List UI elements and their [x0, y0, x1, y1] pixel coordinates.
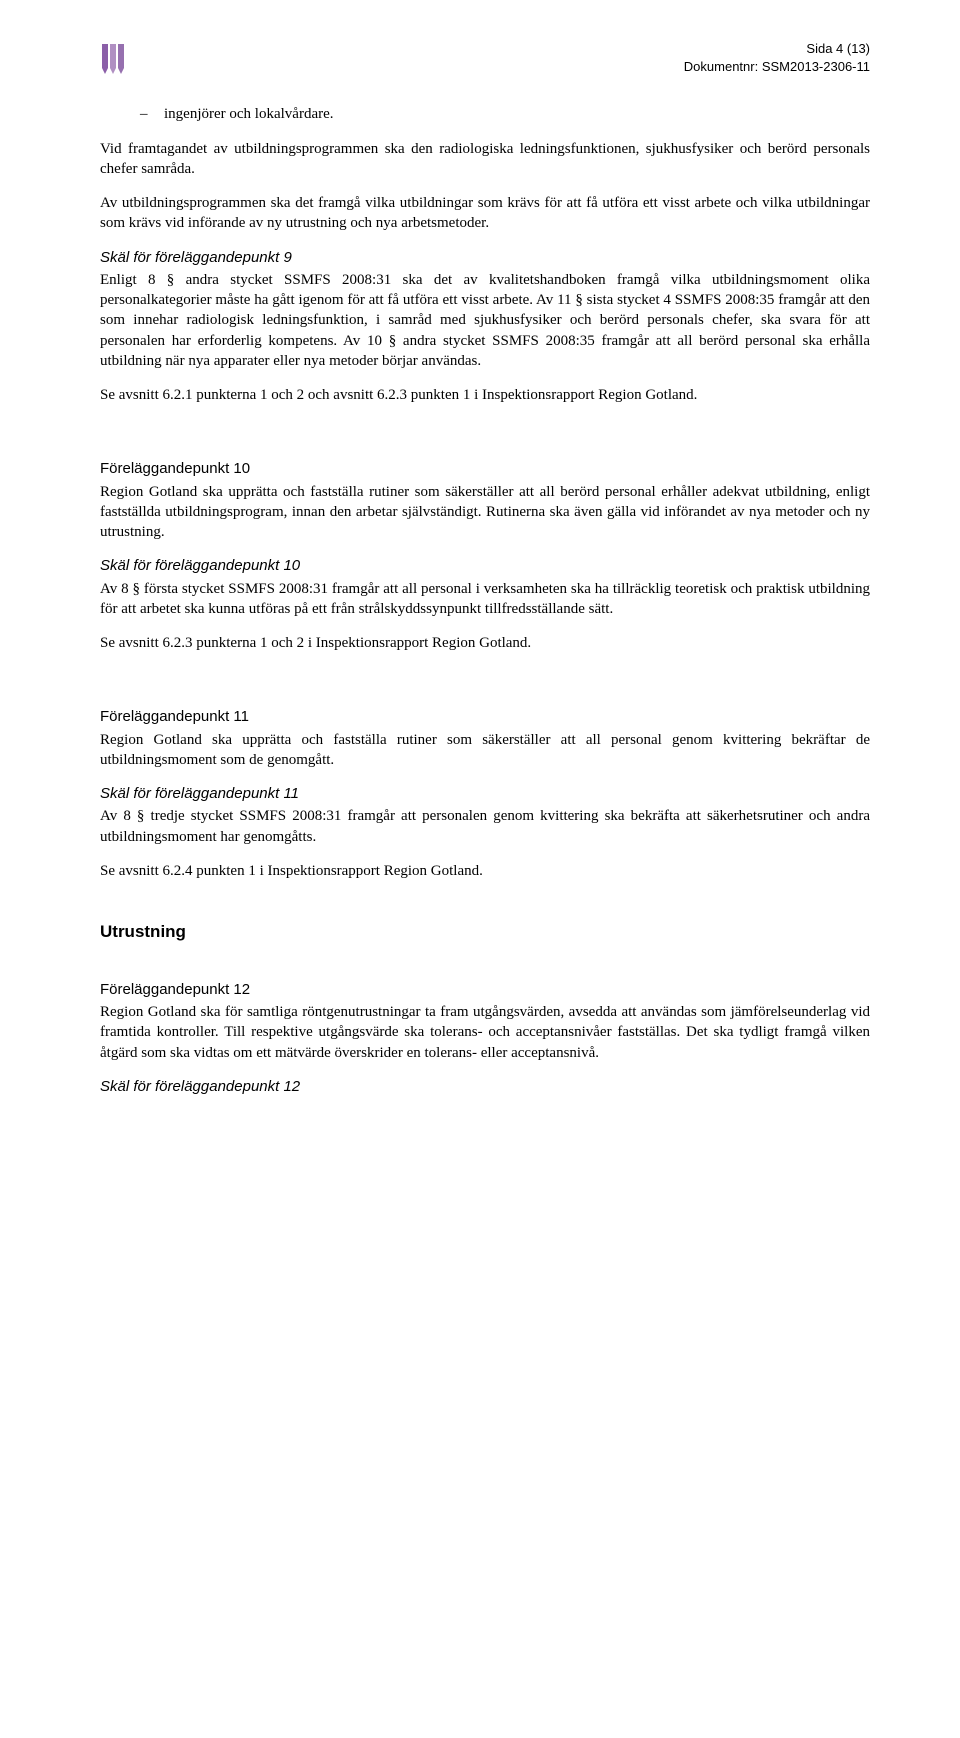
section-heading: Föreläggandepunkt 11 [100, 707, 870, 727]
paragraph: Se avsnitt 6.2.4 punkten 1 i Inspektions… [100, 861, 870, 881]
page-number: Sida 4 (13) [684, 40, 870, 58]
paragraph: Se avsnitt 6.2.1 punkterna 1 och 2 och a… [100, 385, 870, 405]
paragraph: Region Gotland ska för samtliga röntgenu… [100, 1002, 870, 1063]
header-meta: Sida 4 (13) Dokumentnr: SSM2013-2306-11 [684, 40, 870, 76]
page-header: Sida 4 (13) Dokumentnr: SSM2013-2306-11 [100, 40, 870, 84]
section-heading: Föreläggandepunkt 12 [100, 980, 870, 1000]
paragraph: Av 8 § första stycket SSMFS 2008:31 fram… [100, 579, 870, 620]
section-subtitle: Skäl för föreläggandepunkt 11 [100, 784, 870, 804]
document-number: Dokumentnr: SSM2013-2306-11 [684, 58, 870, 76]
paragraph: Av utbildningsprogrammen ska det framgå … [100, 193, 870, 234]
logo-icon [100, 44, 126, 84]
section-subtitle: Skäl för föreläggandepunkt 9 [100, 248, 870, 268]
paragraph: Enligt 8 § andra stycket SSMFS 2008:31 s… [100, 270, 870, 371]
bullet-dash: – [140, 104, 164, 124]
bullet-item: – ingenjörer och lokalvårdare. [140, 104, 870, 124]
main-heading: Utrustning [100, 921, 870, 944]
paragraph: Se avsnitt 6.2.3 punkterna 1 och 2 i Ins… [100, 633, 870, 653]
section-subtitle: Skäl för föreläggandepunkt 10 [100, 556, 870, 576]
paragraph: Region Gotland ska upprätta och faststäl… [100, 482, 870, 543]
paragraph: Vid framtagandet av utbildningsprogramme… [100, 139, 870, 180]
section-subtitle: Skäl för föreläggandepunkt 12 [100, 1077, 870, 1097]
section-heading: Föreläggandepunkt 10 [100, 459, 870, 479]
paragraph: Region Gotland ska upprätta och faststäl… [100, 730, 870, 771]
bullet-text: ingenjörer och lokalvårdare. [164, 104, 334, 124]
paragraph: Av 8 § tredje stycket SSMFS 2008:31 fram… [100, 806, 870, 847]
